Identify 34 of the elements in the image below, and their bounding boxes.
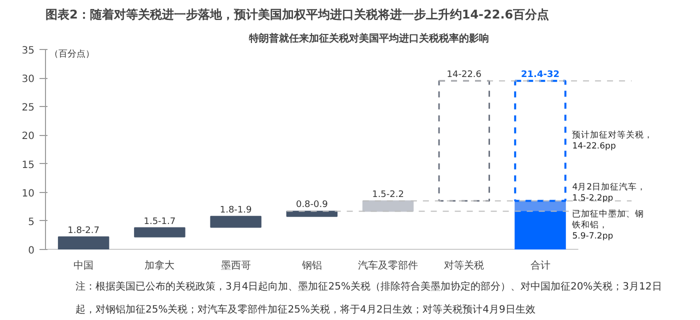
- annotation: 已加征中墨加、钢铁和铝，5.9-7.2pp: [571, 208, 644, 242]
- data-label: 14-22.6: [446, 70, 482, 80]
- y-tick-label: 30: [22, 74, 35, 86]
- bar: [210, 216, 262, 228]
- data-label: 1.5-2.2: [372, 190, 404, 200]
- y-tick-label: 15: [22, 160, 35, 171]
- bar: [514, 80, 566, 202]
- y-tick-label: 0: [28, 246, 35, 256]
- x-tick-label: 加拿大: [144, 260, 175, 272]
- chart-subtitle: 特朗普就任来加征关税对美国平均进口关税税率的影响: [248, 32, 489, 44]
- x-tick-label: 对等关税: [444, 260, 484, 272]
- x-tick-label: 合计: [530, 260, 550, 272]
- x-tick-label: 墨西哥: [220, 260, 251, 272]
- data-label: 0.8-0.9: [296, 200, 328, 210]
- y-tick-label: 25: [22, 102, 35, 114]
- y-tick-label: 20: [22, 131, 35, 142]
- x-tick-label: 汽车及零部件: [358, 260, 418, 272]
- data-label: 1.8-2.7: [68, 226, 100, 236]
- text: 注：根据美国已公布的关税政策，3月4日起向加、墨加征25%关税（排除符合美墨加协定的部分）、对中国加征20%关税；3月12日起，对钢铝加征25%关税；对汽车及零部件加征25%关税，将于4月2日生效；对等关税预计4月9日生效: [76, 282, 662, 316]
- bar: [286, 210, 338, 217]
- y-tick-label: 10: [22, 188, 35, 200]
- bar: [438, 80, 490, 202]
- y-tick-label: 5: [28, 216, 35, 228]
- bar: [134, 227, 186, 238]
- chart-title: 图表2：随着对等关税进一步落地，预计美国加权平均进口关税将进一步上升约14-22.6百分点: [46, 8, 550, 22]
- annotation: 预计加征对等关税，14-22.6pp: [572, 129, 654, 152]
- y-tick-label: 35: [22, 46, 35, 56]
- data-label: 21.4-32: [521, 70, 560, 80]
- bar: [58, 236, 110, 250]
- annotation: 4月2日加征汽车，1.5-2.2pp: [572, 181, 646, 204]
- data-label: 1.8-1.9: [220, 205, 252, 216]
- x-tick-label: 钢铝: [300, 260, 322, 272]
- x-tick-label: 中国: [74, 260, 94, 272]
- data-label: 1.5-1.7: [144, 216, 176, 227]
